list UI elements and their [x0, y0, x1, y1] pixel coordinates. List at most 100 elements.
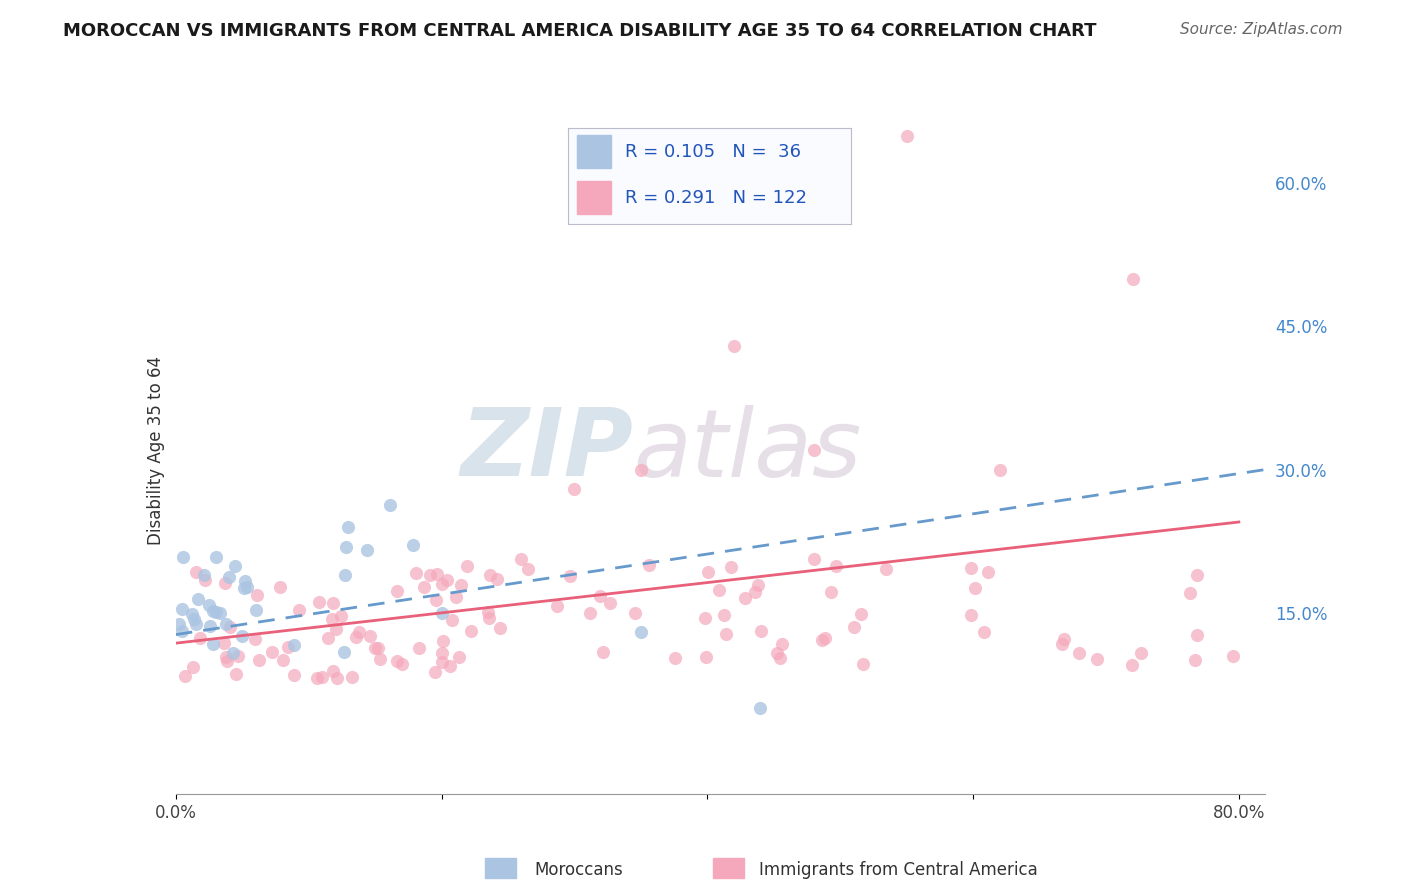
Point — [441, 613, 464, 627]
Point — [335, 568, 357, 582]
Point — [342, 670, 364, 684]
Point — [432, 634, 454, 648]
Point — [489, 621, 512, 635]
Point — [186, 616, 208, 631]
Point — [988, 462, 1011, 476]
Point — [359, 629, 381, 643]
Point — [231, 629, 253, 643]
Point — [209, 606, 232, 620]
Point — [734, 591, 756, 605]
Point — [430, 606, 453, 620]
Point — [307, 672, 329, 686]
Point — [589, 589, 612, 603]
Point — [193, 567, 215, 582]
Point — [803, 551, 825, 566]
Point — [973, 625, 995, 640]
Point — [269, 580, 291, 594]
Point — [271, 653, 294, 667]
Text: Immigrants from Central America: Immigrants from Central America — [759, 861, 1038, 879]
Point — [262, 645, 284, 659]
Point — [385, 654, 408, 668]
Point — [825, 559, 848, 574]
Point — [430, 646, 453, 660]
Point — [311, 670, 333, 684]
Point — [695, 649, 717, 664]
Point — [456, 558, 478, 573]
Point — [419, 568, 441, 582]
Point — [245, 632, 267, 646]
Point — [368, 651, 391, 665]
Point — [599, 596, 621, 610]
Point — [367, 641, 389, 656]
Point — [630, 462, 652, 476]
Point — [167, 616, 190, 631]
Point — [245, 603, 267, 617]
Point — [321, 612, 343, 626]
Point — [963, 581, 986, 595]
Point — [439, 658, 461, 673]
Point — [447, 649, 470, 664]
Point — [811, 632, 834, 647]
Point — [170, 624, 193, 638]
Point — [749, 701, 772, 715]
Point — [450, 577, 472, 591]
Point — [391, 657, 413, 671]
Point — [332, 645, 354, 659]
Point — [326, 671, 349, 685]
Point — [226, 648, 249, 663]
Point — [744, 584, 766, 599]
Point — [485, 572, 508, 586]
Point — [246, 588, 269, 602]
Point — [1185, 628, 1208, 642]
Point — [560, 569, 582, 583]
Point — [630, 624, 652, 639]
Point — [413, 580, 436, 594]
Point — [423, 665, 446, 680]
Point — [225, 667, 247, 681]
Point — [1067, 646, 1090, 660]
Point — [198, 619, 221, 633]
Point — [664, 651, 686, 665]
Point — [460, 624, 482, 638]
Point — [364, 640, 387, 655]
Point — [236, 580, 259, 594]
Point — [1222, 648, 1244, 663]
Point — [408, 640, 430, 655]
Point — [183, 660, 205, 674]
Point — [430, 655, 453, 669]
Text: atlas: atlas — [633, 405, 862, 496]
Point — [181, 607, 204, 621]
Point — [173, 669, 195, 683]
Point — [446, 590, 468, 604]
Point — [204, 605, 226, 619]
Point — [478, 611, 501, 625]
Point — [769, 650, 792, 665]
Point — [329, 609, 352, 624]
Point — [283, 639, 305, 653]
Point — [814, 631, 837, 645]
Point — [202, 637, 225, 651]
Point — [215, 654, 238, 668]
Point — [183, 612, 205, 626]
Point — [564, 482, 586, 496]
Point — [959, 607, 981, 622]
Point — [1185, 568, 1208, 582]
Point — [335, 541, 357, 555]
Point — [1129, 646, 1152, 660]
Point — [232, 582, 254, 596]
Point — [201, 604, 224, 618]
Point — [1121, 271, 1143, 285]
Text: Moroccans: Moroccans — [534, 861, 623, 879]
Point — [283, 668, 305, 682]
Point — [709, 582, 731, 597]
Point — [960, 561, 983, 575]
Point — [337, 520, 360, 534]
Point — [592, 645, 614, 659]
Point — [803, 443, 825, 458]
Point — [187, 591, 209, 606]
Point — [1184, 653, 1206, 667]
Point — [316, 631, 339, 645]
Bar — [713, 858, 744, 878]
Point — [770, 637, 793, 651]
Point — [1053, 632, 1076, 646]
